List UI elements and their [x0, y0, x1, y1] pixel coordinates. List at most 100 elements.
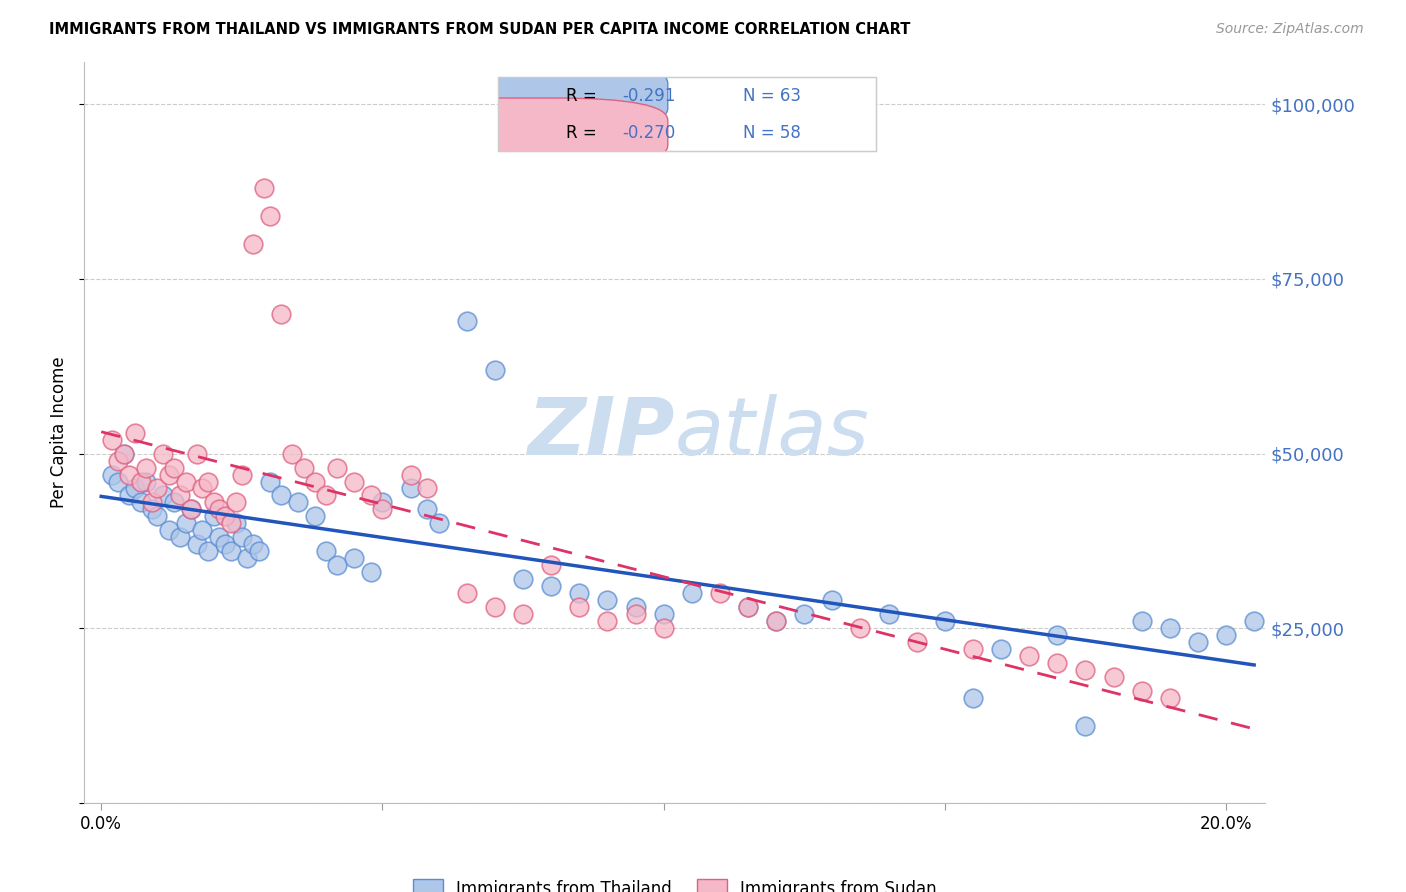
Point: [596, 614, 619, 628]
Point: [163, 460, 186, 475]
Point: [326, 558, 349, 573]
Point: [1187, 635, 1209, 649]
Point: [197, 475, 219, 489]
Point: [1130, 684, 1153, 698]
Point: [652, 607, 675, 622]
Point: [1243, 614, 1265, 628]
Point: [129, 495, 152, 509]
Point: [1046, 628, 1069, 642]
Point: [270, 307, 292, 321]
Legend: Immigrants from Thailand, Immigrants from Sudan: Immigrants from Thailand, Immigrants fro…: [405, 871, 945, 892]
Point: [568, 600, 591, 615]
Point: [416, 482, 439, 496]
Point: [152, 488, 174, 502]
Point: [681, 586, 703, 600]
Point: [934, 614, 956, 628]
Point: [169, 488, 191, 502]
Point: [157, 467, 180, 482]
Point: [1074, 663, 1097, 677]
Point: [214, 537, 236, 551]
Point: [540, 558, 562, 573]
Point: [135, 475, 157, 489]
Point: [242, 537, 264, 551]
Point: [112, 446, 135, 460]
Point: [568, 586, 591, 600]
Point: [737, 600, 759, 615]
Point: [416, 502, 439, 516]
Point: [315, 544, 337, 558]
Point: [112, 446, 135, 460]
Point: [877, 607, 900, 622]
Point: [231, 467, 253, 482]
Point: [905, 635, 928, 649]
Point: [326, 460, 349, 475]
Text: Source: ZipAtlas.com: Source: ZipAtlas.com: [1216, 22, 1364, 37]
Point: [1102, 670, 1125, 684]
Point: [281, 446, 304, 460]
Point: [180, 502, 202, 516]
Point: [124, 482, 146, 496]
Point: [709, 586, 731, 600]
Point: [512, 607, 534, 622]
Point: [101, 433, 124, 447]
Point: [141, 502, 163, 516]
Point: [962, 642, 984, 657]
Point: [225, 516, 247, 531]
Point: [1074, 719, 1097, 733]
Point: [191, 524, 214, 538]
Point: [1159, 691, 1181, 706]
Point: [652, 621, 675, 635]
Point: [236, 551, 259, 566]
Point: [107, 453, 129, 467]
Point: [141, 495, 163, 509]
Point: [186, 446, 208, 460]
Point: [124, 425, 146, 440]
Point: [146, 509, 169, 524]
Point: [765, 614, 787, 628]
Point: [118, 467, 141, 482]
Point: [202, 495, 225, 509]
Point: [219, 516, 242, 531]
Point: [737, 600, 759, 615]
Point: [208, 530, 231, 544]
Point: [343, 551, 366, 566]
Point: [624, 607, 647, 622]
Point: [371, 502, 394, 516]
Point: [962, 691, 984, 706]
Point: [371, 495, 394, 509]
Point: [107, 475, 129, 489]
Point: [821, 593, 844, 607]
Point: [157, 524, 180, 538]
Point: [270, 488, 292, 502]
Point: [304, 475, 326, 489]
Point: [793, 607, 815, 622]
Text: atlas: atlas: [675, 393, 870, 472]
Point: [456, 314, 478, 328]
Point: [484, 363, 506, 377]
Point: [1215, 628, 1237, 642]
Point: [624, 600, 647, 615]
Point: [174, 516, 197, 531]
Point: [360, 488, 382, 502]
Point: [540, 579, 562, 593]
Point: [174, 475, 197, 489]
Point: [242, 237, 264, 252]
Point: [129, 475, 152, 489]
Point: [456, 586, 478, 600]
Point: [169, 530, 191, 544]
Point: [399, 467, 422, 482]
Point: [292, 460, 315, 475]
Point: [152, 446, 174, 460]
Text: IMMIGRANTS FROM THAILAND VS IMMIGRANTS FROM SUDAN PER CAPITA INCOME CORRELATION : IMMIGRANTS FROM THAILAND VS IMMIGRANTS F…: [49, 22, 911, 37]
Point: [427, 516, 450, 531]
Point: [315, 488, 337, 502]
Point: [399, 482, 422, 496]
Point: [253, 181, 276, 195]
Point: [1046, 656, 1069, 670]
Text: ZIP: ZIP: [527, 393, 675, 472]
Point: [512, 572, 534, 586]
Point: [180, 502, 202, 516]
Point: [231, 530, 253, 544]
Point: [163, 495, 186, 509]
Point: [225, 495, 247, 509]
